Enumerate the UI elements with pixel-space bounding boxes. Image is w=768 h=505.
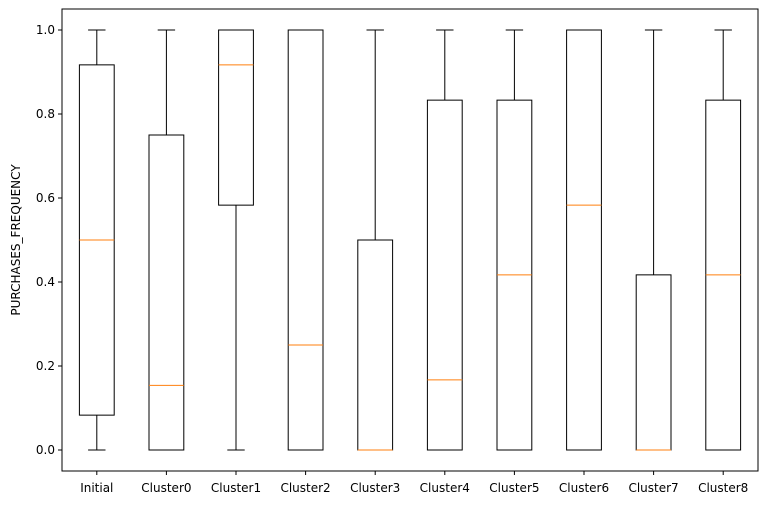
x-tick-label: Cluster5 bbox=[489, 481, 539, 495]
x-tick-label: Cluster3 bbox=[350, 481, 400, 495]
box-initial bbox=[78, 29, 115, 451]
x-tick-label: Initial bbox=[80, 481, 113, 495]
plot-frame bbox=[61, 8, 759, 472]
iqr-box bbox=[218, 29, 254, 206]
x-tick-label: Cluster6 bbox=[559, 481, 609, 495]
y-tick-label: 0.8 bbox=[36, 107, 55, 121]
box-cluster6 bbox=[566, 29, 602, 451]
x-axis: Initial Cluster0 Cluster1 Cluster2 Cluster3 C… bbox=[80, 471, 748, 495]
box-cluster5 bbox=[496, 29, 533, 451]
iqr-box bbox=[566, 29, 602, 451]
iqr-box bbox=[287, 29, 324, 451]
boxes-layer bbox=[78, 29, 742, 451]
x-tick-label: Cluster0 bbox=[141, 481, 191, 495]
box-cluster7 bbox=[635, 29, 672, 451]
box-cluster3 bbox=[357, 29, 394, 451]
y-tick-label: 1.0 bbox=[36, 23, 55, 37]
box-cluster4 bbox=[426, 29, 463, 451]
iqr-box bbox=[635, 274, 672, 451]
x-tick-label: Cluster8 bbox=[698, 481, 748, 495]
iqr-box bbox=[357, 239, 394, 451]
x-tick-label: Cluster2 bbox=[280, 481, 330, 495]
x-tick-label: Cluster1 bbox=[211, 481, 261, 495]
box-cluster0 bbox=[148, 29, 185, 451]
box-cluster1 bbox=[218, 29, 254, 451]
y-axis-label: PURCHASES_FREQUENCY bbox=[9, 164, 23, 316]
iqr-box bbox=[426, 99, 463, 451]
box-cluster2 bbox=[287, 29, 324, 451]
box-cluster8 bbox=[705, 29, 742, 451]
y-axis: 0.0 0.2 0.4 0.6 0.8 1.0 bbox=[36, 23, 62, 457]
y-tick-label: 0.6 bbox=[36, 191, 55, 205]
y-tick-label: 0.2 bbox=[36, 359, 55, 373]
x-tick-label: Cluster4 bbox=[420, 481, 470, 495]
y-tick-label: 0.0 bbox=[36, 443, 55, 457]
iqr-box bbox=[148, 134, 185, 451]
x-tick-label: Cluster7 bbox=[628, 481, 678, 495]
y-tick-label: 0.4 bbox=[36, 275, 55, 289]
